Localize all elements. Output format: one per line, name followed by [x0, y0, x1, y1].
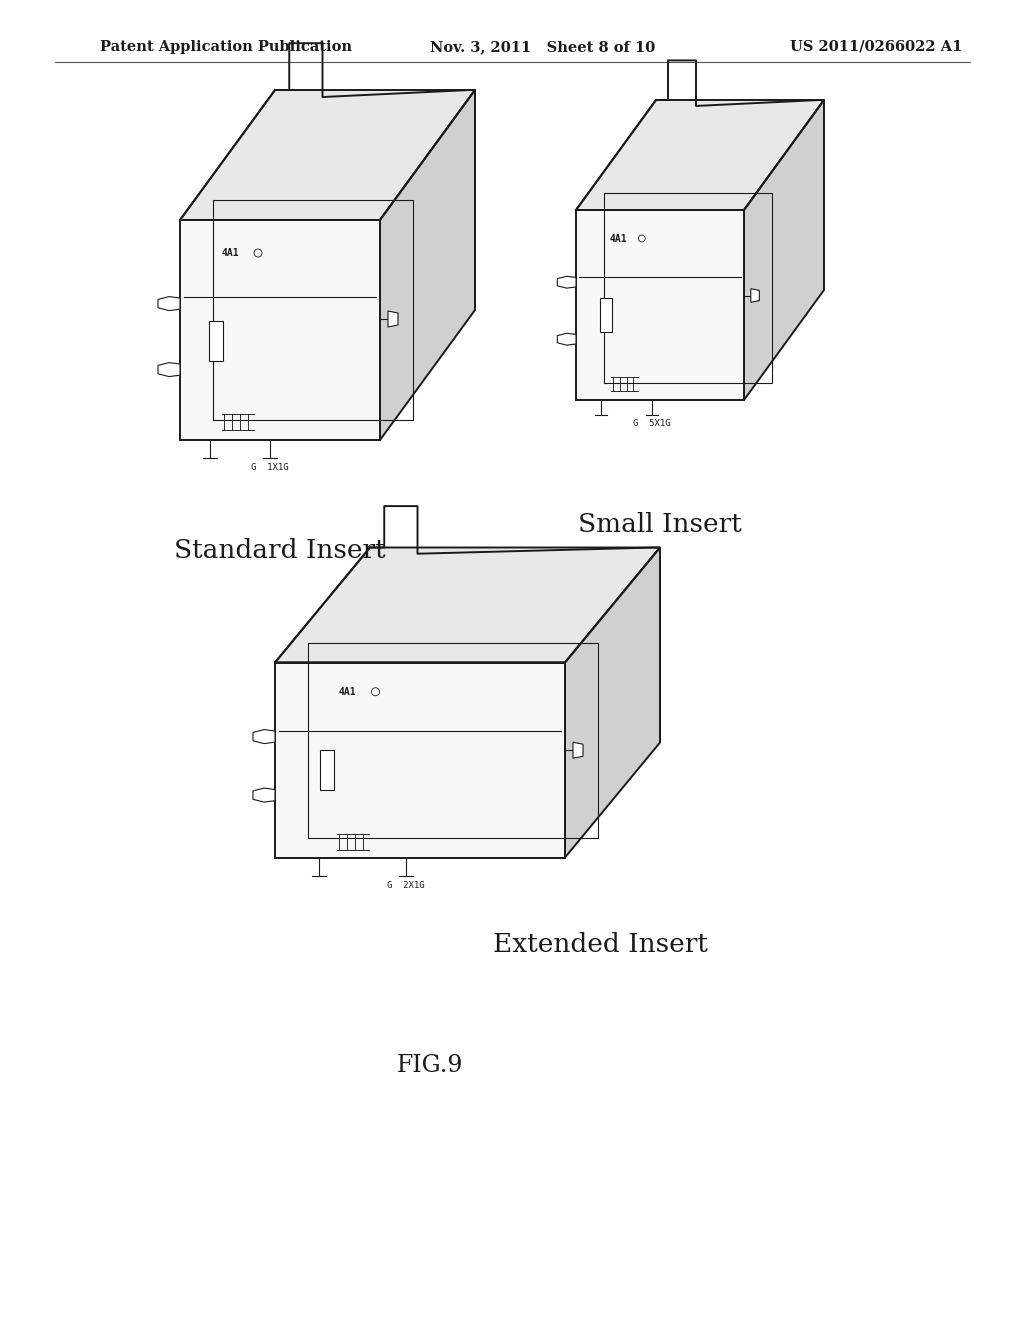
Text: G  1X1G: G 1X1G — [251, 463, 289, 473]
Text: G  2X1G: G 2X1G — [387, 880, 424, 890]
Circle shape — [254, 249, 262, 257]
Polygon shape — [573, 742, 583, 758]
Text: Patent Application Publication: Patent Application Publication — [100, 40, 352, 54]
Text: 4A1: 4A1 — [609, 234, 627, 243]
Text: Small Insert: Small Insert — [579, 512, 741, 537]
Polygon shape — [575, 210, 744, 400]
Polygon shape — [158, 297, 180, 310]
Text: G  5X1G: G 5X1G — [633, 420, 671, 428]
Polygon shape — [565, 548, 660, 858]
Circle shape — [372, 688, 380, 696]
Text: Extended Insert: Extended Insert — [493, 932, 708, 957]
Polygon shape — [744, 100, 824, 400]
Polygon shape — [321, 750, 334, 789]
Text: 4A1: 4A1 — [339, 686, 356, 697]
Text: US 2011/0266022 A1: US 2011/0266022 A1 — [790, 40, 963, 54]
Polygon shape — [575, 100, 824, 210]
Polygon shape — [388, 312, 398, 327]
Text: FIG.9: FIG.9 — [396, 1053, 463, 1077]
Polygon shape — [275, 548, 660, 663]
Polygon shape — [253, 730, 275, 743]
Polygon shape — [209, 321, 223, 360]
Polygon shape — [751, 289, 760, 302]
Circle shape — [638, 235, 645, 242]
Polygon shape — [158, 363, 180, 376]
Polygon shape — [275, 663, 565, 858]
Polygon shape — [557, 276, 575, 288]
Text: 4A1: 4A1 — [221, 248, 239, 257]
Polygon shape — [380, 90, 475, 440]
Polygon shape — [600, 297, 612, 331]
Polygon shape — [180, 90, 475, 220]
Text: Nov. 3, 2011   Sheet 8 of 10: Nov. 3, 2011 Sheet 8 of 10 — [430, 40, 655, 54]
Polygon shape — [557, 333, 575, 345]
Polygon shape — [180, 220, 380, 440]
Text: Standard Insert: Standard Insert — [174, 537, 386, 562]
Polygon shape — [253, 788, 275, 803]
